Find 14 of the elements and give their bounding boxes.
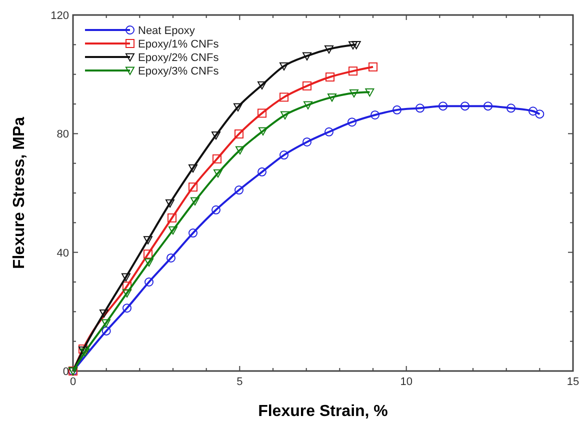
x-tick-label: 0 [70,376,76,388]
x-tick-label: 10 [400,376,412,388]
x-axis-title: Flexure Strain, % [258,403,388,420]
x-tick-label: 5 [236,376,243,388]
legend-label: Epoxy/2% CNFs [138,52,220,64]
legend-label: Neat Epoxy [138,25,196,37]
y-tick-label: 0 [62,366,69,378]
legend-label: Epoxy/3% CNFs [138,66,220,78]
y-tick-label: 80 [56,128,69,141]
y-axis-title: Flexure Stress, MPa [11,116,28,270]
legend-label: Epoxy/1% CNFs [138,38,220,50]
y-tick-label: 120 [50,10,69,22]
x-tick-label: 15 [566,376,579,388]
y-tick-label: 40 [56,247,69,260]
